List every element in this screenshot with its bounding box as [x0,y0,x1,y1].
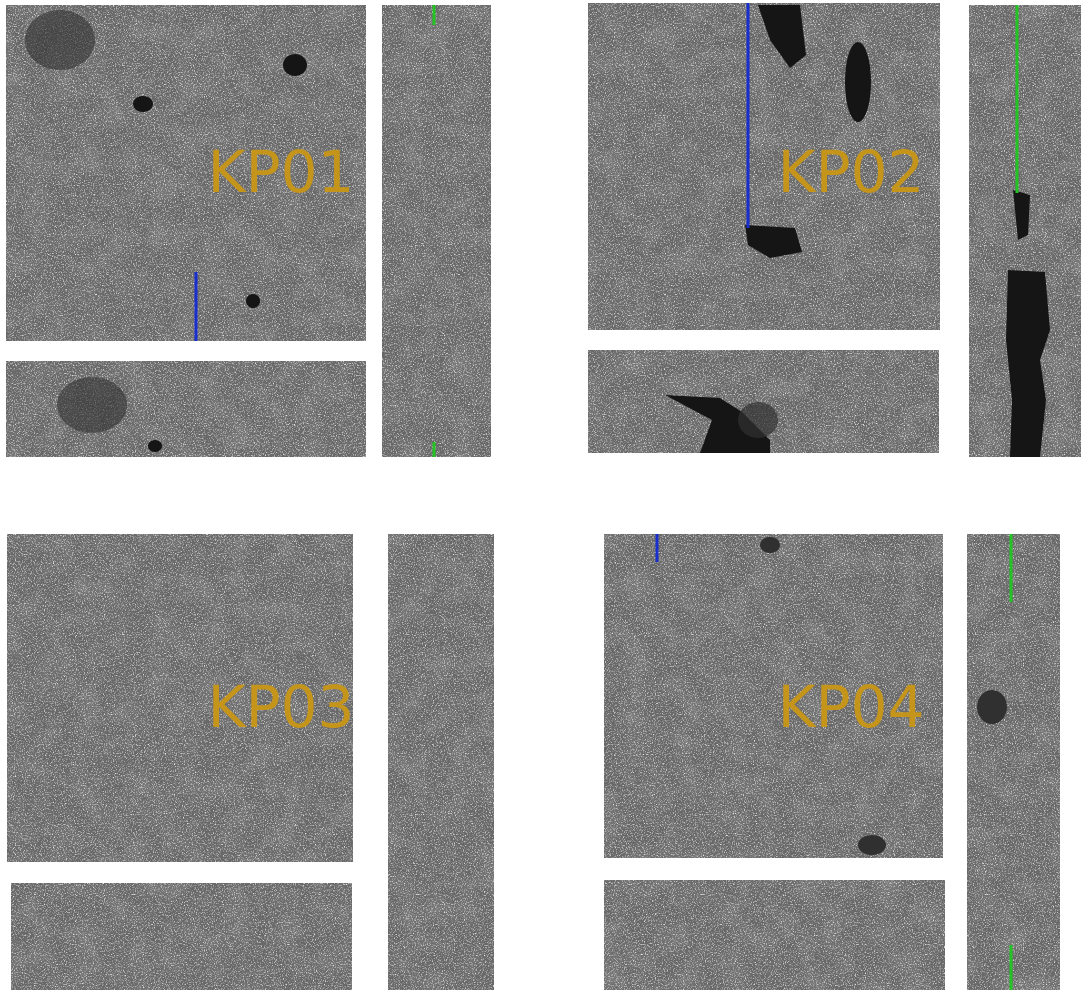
scan-slice [388,534,494,990]
sample-label: KP02 [778,138,925,206]
scan-slice [967,534,1060,990]
scan-slice [11,883,352,990]
scan-slice [604,880,945,990]
sample-label: KP04 [778,673,925,741]
sample-label: KP03 [208,673,355,741]
scan-slice [382,5,491,457]
scan-composite: KP01 KP02 KP03 KP04 [0,0,1083,994]
page: KP01 KP02 KP03 KP04 (() => { const data … [0,0,1083,994]
sample-label: KP01 [208,138,355,206]
